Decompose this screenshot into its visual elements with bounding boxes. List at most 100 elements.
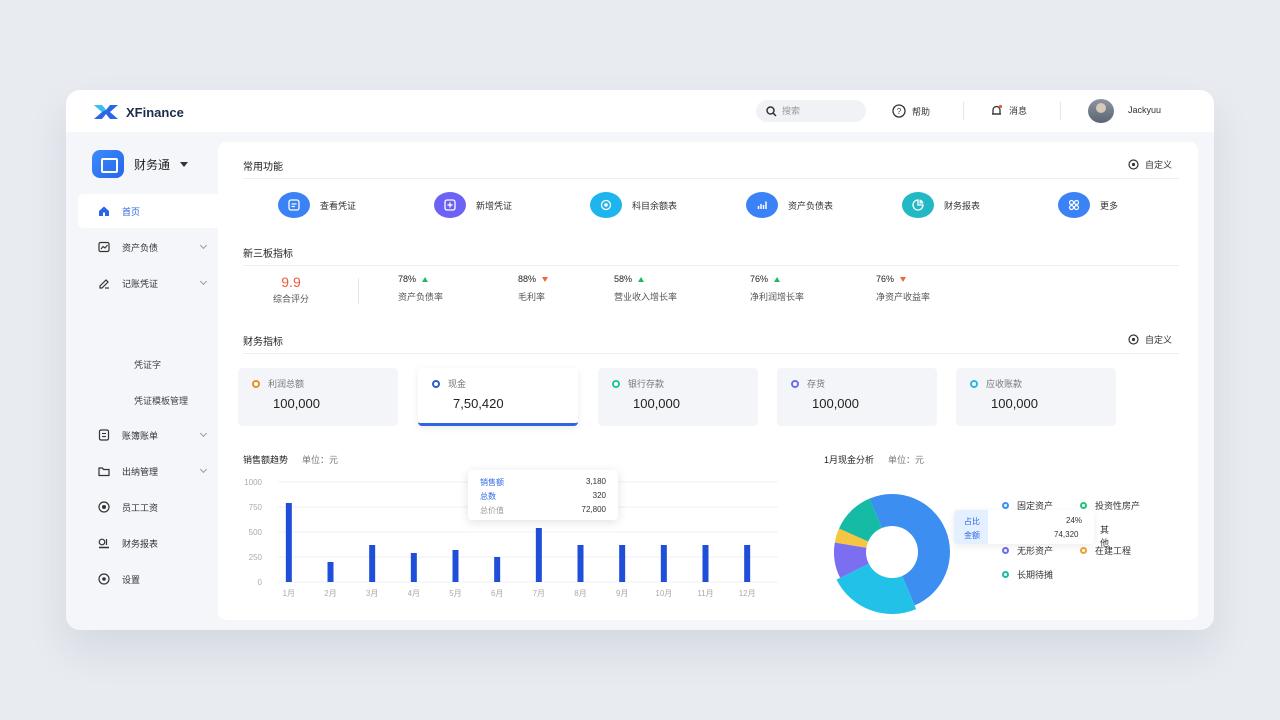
customize-quick-button[interactable]: 自定义 — [1128, 158, 1172, 171]
card-label: 现金 — [448, 379, 467, 389]
card-total-profit[interactable]: 利润总额 100,000 — [238, 368, 398, 426]
bar[interactable] — [285, 503, 292, 582]
metric-asset-liability: 78% 资产负债率 — [398, 274, 443, 303]
bar[interactable] — [327, 562, 334, 582]
y-tick-label: 750 — [249, 503, 263, 512]
bar[interactable] — [369, 545, 376, 582]
trend-down-icon — [542, 276, 549, 282]
sidebar-item-cashier[interactable]: 出纳管理 — [78, 454, 218, 488]
indicators-title: 新三板指标 — [243, 249, 293, 260]
tooltip-extra-label: 其他 — [1100, 525, 1110, 548]
bar[interactable] — [577, 545, 584, 582]
donut-slice[interactable] — [836, 563, 917, 614]
metric-label: 净资产收益率 — [876, 292, 931, 302]
tooltip-value: 3,180 — [585, 477, 606, 486]
report-icon — [98, 538, 109, 549]
donut-slice[interactable] — [834, 528, 869, 548]
brand-selector[interactable]: 财务通 — [92, 150, 189, 178]
legend-dot-icon — [1002, 502, 1009, 509]
dot-icon — [791, 379, 799, 388]
trend-down-icon — [900, 276, 907, 282]
sidebar-item-voucher[interactable]: 记账凭证 — [78, 266, 218, 300]
bar[interactable] — [660, 545, 667, 582]
sidebar-item-home[interactable]: 首页 — [78, 194, 218, 228]
card-cash[interactable]: 现金 7,50,420 — [418, 368, 578, 426]
tooltip-value: 24% — [1066, 516, 1083, 525]
card-receivables[interactable]: 应收账款 100,000 — [956, 368, 1116, 426]
bar[interactable] — [494, 557, 501, 582]
legend-item[interactable]: 在建工程 — [1080, 544, 1131, 557]
x-tick-label: 6月 — [491, 589, 503, 598]
tooltip-key: 销售额 — [480, 478, 504, 487]
card-bank-deposit[interactable]: 银行存款 100,000 — [598, 368, 758, 426]
sidebar-sub-voucher-template[interactable]: 凭证模板管理 — [134, 396, 189, 406]
legend-item[interactable]: 固定资产 — [1002, 499, 1053, 512]
tooltip-key: 占比 — [964, 517, 980, 526]
quick-account-balance[interactable]: 科目余额表 — [590, 192, 677, 218]
card-label: 银行存款 — [628, 379, 665, 389]
search-box[interactable] — [756, 100, 866, 122]
x-tick-label: 12月 — [739, 589, 756, 598]
quick-view-voucher[interactable]: 查看凭证 — [278, 192, 356, 218]
sidebar-item-salary[interactable]: 员工工资 — [78, 490, 218, 524]
bell-icon — [992, 104, 1003, 115]
divider — [243, 265, 1179, 266]
logo[interactable]: XFinance — [92, 104, 184, 120]
metric-value: 88% — [518, 274, 537, 284]
financial-title: 财务指标 — [243, 337, 283, 348]
x-tick-label: 1月 — [283, 589, 295, 598]
y-tick-label: 500 — [249, 528, 263, 537]
trend-up-icon — [638, 276, 645, 282]
search-input[interactable] — [782, 106, 862, 116]
dot-icon — [252, 379, 260, 388]
score-label: 综合评分 — [273, 294, 310, 304]
bar[interactable] — [452, 550, 459, 582]
home-icon — [99, 206, 109, 216]
username[interactable]: Jackyuu — [1128, 105, 1162, 115]
quick-financial-report[interactable]: 财务报表 — [902, 192, 980, 218]
avatar[interactable] — [1088, 99, 1114, 123]
x-tick-label: 9月 — [616, 589, 628, 598]
sidebar-item-balance[interactable]: 资产负债 — [78, 230, 218, 264]
svg-text:?: ? — [897, 107, 902, 116]
search-icon — [766, 105, 777, 117]
card-inventory[interactable]: 存货 100,000 — [777, 368, 937, 426]
chart-title-text: 1月现金分析 — [824, 455, 875, 465]
bar[interactable] — [619, 545, 626, 582]
bar[interactable] — [744, 545, 751, 582]
donut-slice[interactable] — [838, 498, 882, 542]
divider — [963, 102, 964, 120]
sidebar-item-report[interactable]: 财务报表 — [78, 526, 218, 560]
bar[interactable] — [535, 528, 542, 582]
sidebar-item-label: 出纳管理 — [122, 466, 159, 477]
quick-more[interactable]: 更多 — [1058, 192, 1118, 218]
donut-slice[interactable] — [834, 542, 869, 578]
bar[interactable] — [702, 545, 709, 582]
legend-label: 在建工程 — [1095, 546, 1132, 556]
donut-slice[interactable] — [869, 494, 950, 606]
card-label: 利润总额 — [268, 379, 305, 389]
customize-label: 自定义 — [1144, 335, 1172, 345]
account-balance-icon — [590, 192, 622, 218]
voucher-icon — [99, 279, 109, 289]
metric-value: 58% — [614, 274, 633, 284]
sidebar-item-ledger[interactable]: 账簿账单 — [78, 418, 218, 452]
legend-dot-icon — [1080, 502, 1087, 509]
bar[interactable] — [410, 553, 417, 582]
quick-balance-sheet[interactable]: 资产负债表 — [746, 192, 833, 218]
dot-icon — [970, 379, 978, 388]
quick-add-voucher[interactable]: 新增凭证 — [434, 192, 512, 218]
composite-score: 9.9 综合评分 — [273, 274, 309, 305]
grid-icon — [1058, 192, 1090, 218]
help-icon: ? — [892, 104, 906, 118]
top-bar: XFinance ? 帮助 消息 Jack — [66, 90, 1214, 132]
sidebar-item-settings[interactable]: 设置 — [78, 562, 218, 596]
ledger-icon — [98, 429, 110, 441]
customize-financial-button[interactable]: 自定义 — [1128, 333, 1172, 346]
legend-item[interactable]: 无形资产 — [1002, 544, 1053, 557]
legend-item[interactable]: 投资性房产 — [1080, 499, 1140, 512]
messages-link[interactable]: 消息 — [990, 104, 1027, 117]
help-link[interactable]: ? 帮助 — [892, 104, 930, 118]
legend-item[interactable]: 长期待摊 — [1002, 568, 1053, 581]
sidebar-sub-voucher-word[interactable]: 凭证字 — [134, 360, 162, 370]
